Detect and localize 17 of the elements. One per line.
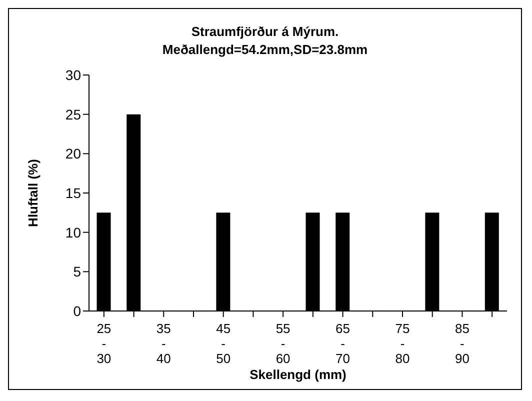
y-tick-label: 30	[65, 66, 82, 83]
y-tick-label: 15	[65, 184, 82, 201]
y-tick-label: 25	[65, 106, 82, 122]
x-tick-label: 75 - 80	[395, 321, 410, 366]
y-axis-title: Hluftall (%)	[26, 159, 41, 227]
x-tick-label: 25 - 30	[96, 321, 112, 366]
y-tick-label: 20	[65, 146, 82, 162]
x-tick-label: 65 - 70	[336, 321, 350, 366]
x-axis-title: Skellengd (mm)	[250, 367, 346, 382]
y-tick-label: 10	[65, 224, 82, 240]
x-tick-label: 35 - 40	[156, 321, 171, 366]
y-tick-label: 5	[73, 264, 82, 280]
x-tick-label: 55 - 60	[276, 321, 290, 366]
y-tick-label: 0	[73, 302, 82, 319]
x-tick-label: 85 - 90	[454, 321, 470, 366]
x-tick-label: 45 - 50	[216, 321, 231, 366]
chart-title: Straumfjörður á Mýrum. Meðallengd=54.2mm,SD=23.8mm	[161, 23, 369, 59]
